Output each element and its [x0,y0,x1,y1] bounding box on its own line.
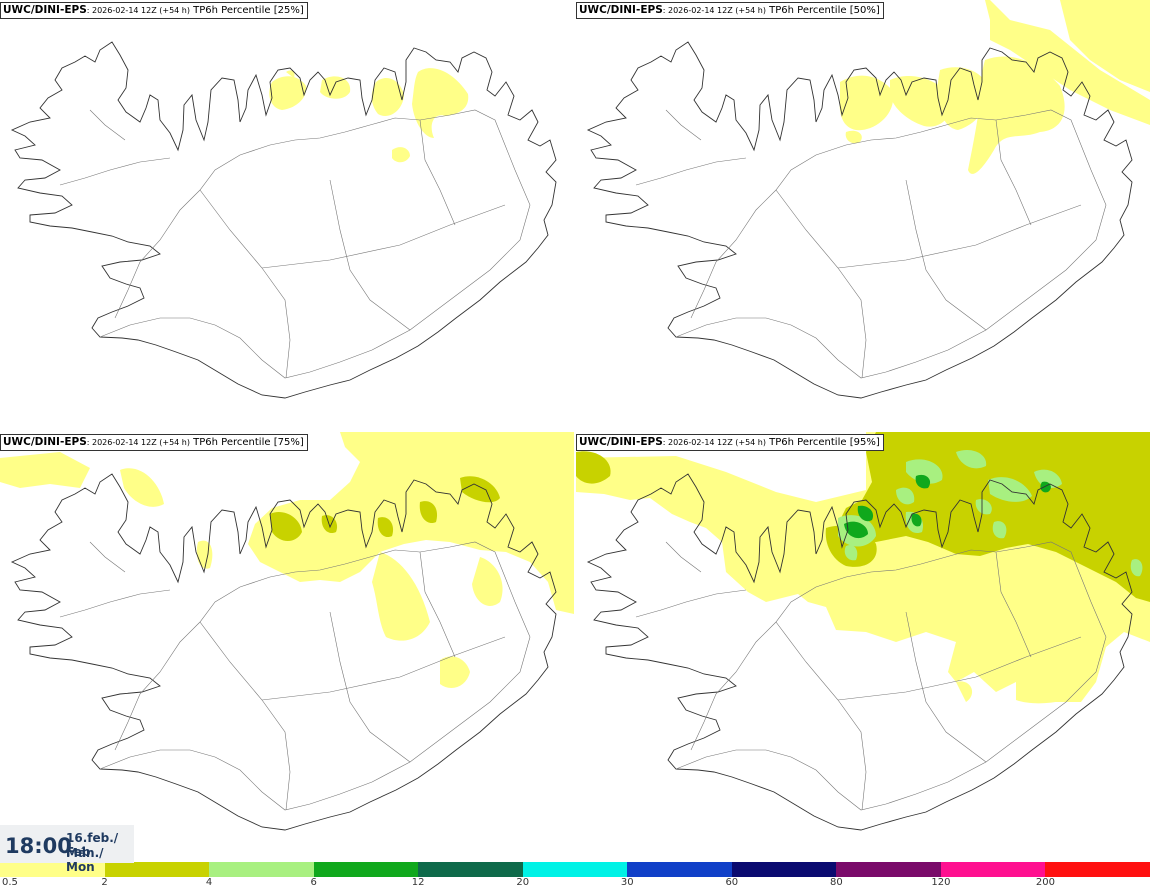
colorbar-tick-label: 4 [205,877,213,888]
road-network [59,109,531,379]
model-name: UWC/DINI-EPS [579,436,663,448]
panel-title: UWC/DINI-EPS: 2026-02-14 12Z (+54 h) TP6… [0,434,308,451]
precipitation-overlay [0,432,574,688]
field-name: TP6h Percentile [75%] [189,437,304,448]
precipitation-overlay [269,68,469,163]
map-panel-p50: UWC/DINI-EPS: 2026-02-14 12Z (+54 h) TP6… [576,0,1150,430]
colorbar-ticks: 0.5 2 4 6 12 20 30 60 80 120 200 [0,877,1150,891]
map-panel-p95: UWC/DINI-EPS: 2026-02-14 12Z (+54 h) TP6… [576,432,1150,862]
panel-title: UWC/DINI-EPS: 2026-02-14 12Z (+54 h) TP6… [0,2,308,19]
colorbar-tick-label: 20 [516,877,530,888]
colorbar-segment [627,862,732,877]
valid-time: 18:00 [5,834,72,858]
colorbar-segment [1045,862,1150,877]
model-name: UWC/DINI-EPS [3,4,87,16]
map-panel-p75: UWC/DINI-EPS: 2026-02-14 12Z (+54 h) TP6… [0,432,574,862]
colorbar-segment [0,862,105,877]
colorbar-segment [836,862,941,877]
colorbar-tick-label: 200 [1035,877,1055,888]
iceland-map [576,432,1150,831]
model-name: UWC/DINI-EPS [3,436,87,448]
colorbar-segment [940,862,1046,877]
colorbar-tick-label: 2 [101,877,108,888]
colorbar-tick-label: 6 [310,877,317,888]
run-info: : 2026-02-14 12Z (+54 h) [86,438,190,447]
run-info: : 2026-02-14 12Z (+54 h) [662,438,766,447]
run-info: : 2026-02-14 12Z (+54 h) [86,6,190,15]
colorbar-segment [104,862,210,877]
iceland-map [576,0,1150,399]
precipitation-colorbar [0,862,1150,877]
colorbar-segment [522,862,628,877]
panel-title: UWC/DINI-EPS: 2026-02-14 12Z (+54 h) TP6… [576,2,884,19]
panel-title: UWC/DINI-EPS: 2026-02-14 12Z (+54 h) TP6… [576,434,884,451]
colorbar-tick-label: 60 [725,877,739,888]
valid-weekday: Mán./ Mon [66,846,104,874]
valid-time-box: 18:00 16.feb./ Feb Mán./ Mon [0,825,134,874]
field-name: TP6h Percentile [50%] [765,5,880,16]
road-network [635,109,1107,379]
map-panel-p25: UWC/DINI-EPS: 2026-02-14 12Z (+54 h) TP6… [0,0,574,430]
colorbar-tick-label: 30 [620,877,634,888]
colorbar-tick-label: 12 [411,877,425,888]
field-name: TP6h Percentile [25%] [189,5,304,16]
colorbar-segment [313,862,419,877]
iceland-map [0,432,574,831]
colorbar-tick-label: 0.5 [2,877,18,888]
model-name: UWC/DINI-EPS [579,4,663,16]
iceland-map [11,41,557,399]
colorbar-tick-label: 120 [931,877,951,888]
run-info: : 2026-02-14 12Z (+54 h) [662,6,766,15]
colorbar-segment [418,862,523,877]
colorbar-tick-label: 80 [829,877,843,888]
valid-date: 16.feb./ Feb [66,831,119,859]
field-name: TP6h Percentile [95%] [765,437,880,448]
colorbar-segment [731,862,837,877]
colorbar-segment [209,862,314,877]
